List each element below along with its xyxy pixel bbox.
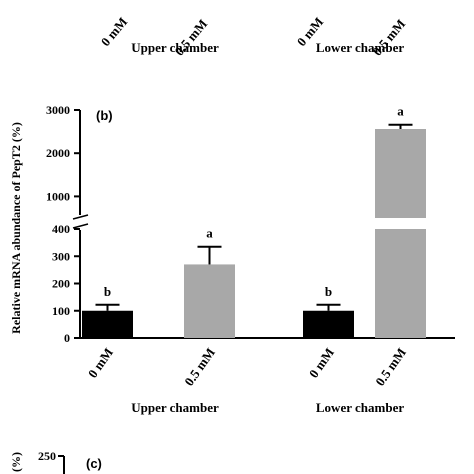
significance-letter: b	[325, 284, 332, 299]
group-label: Upper chamber	[131, 400, 219, 415]
x-tick-label: 0 mM	[85, 345, 116, 381]
x-tick-label: 0.5 mM	[181, 345, 218, 389]
y-tick-label: 300	[52, 249, 70, 263]
y-tick-label: 400	[52, 222, 70, 236]
top-group-label: Lower chamber	[316, 40, 404, 55]
bar	[82, 310, 133, 338]
top-group-label: Upper chamber	[131, 40, 219, 55]
y-tick-label: 2000	[46, 146, 70, 160]
y-tick-label: 100	[52, 304, 70, 318]
bar	[375, 229, 426, 338]
significance-letter: b	[104, 284, 111, 299]
panel-label: (b)	[96, 108, 113, 123]
panel-b-chart: (b) Relative mRNA abundance of PepT2 (%)…	[9, 103, 455, 415]
y-tick-label: 0	[64, 331, 70, 345]
bar	[184, 264, 235, 338]
axis-break-mark	[72, 223, 89, 229]
y-tick-label: 200	[52, 277, 70, 291]
group-label: Lower chamber	[316, 400, 404, 415]
bar	[375, 129, 426, 218]
panel-c-chart: (%) 250 (c)	[9, 449, 102, 474]
top-panel: 0 mM 0.5 mM 0 mM 0.5 mM Upper chamber Lo…	[98, 14, 409, 58]
y-tick-label: 1000	[46, 189, 70, 203]
axis-break-mark	[72, 214, 89, 220]
y-axis-label: Relative mRNA abundance of PepT2 (%)	[9, 122, 23, 334]
x-tick-label: 0.5 mM	[372, 345, 409, 389]
x-tick-label: 0 mM	[306, 345, 337, 381]
panel-label: (c)	[86, 456, 102, 471]
significance-letter: a	[206, 226, 213, 241]
y-tick-label: 3000	[46, 103, 70, 117]
top-tick-label: 0 mM	[98, 14, 131, 49]
bar	[303, 310, 354, 338]
significance-letter: a	[397, 104, 404, 119]
y-axis-label-fragment: (%)	[9, 452, 23, 472]
y-tick-label: 250	[38, 449, 56, 463]
